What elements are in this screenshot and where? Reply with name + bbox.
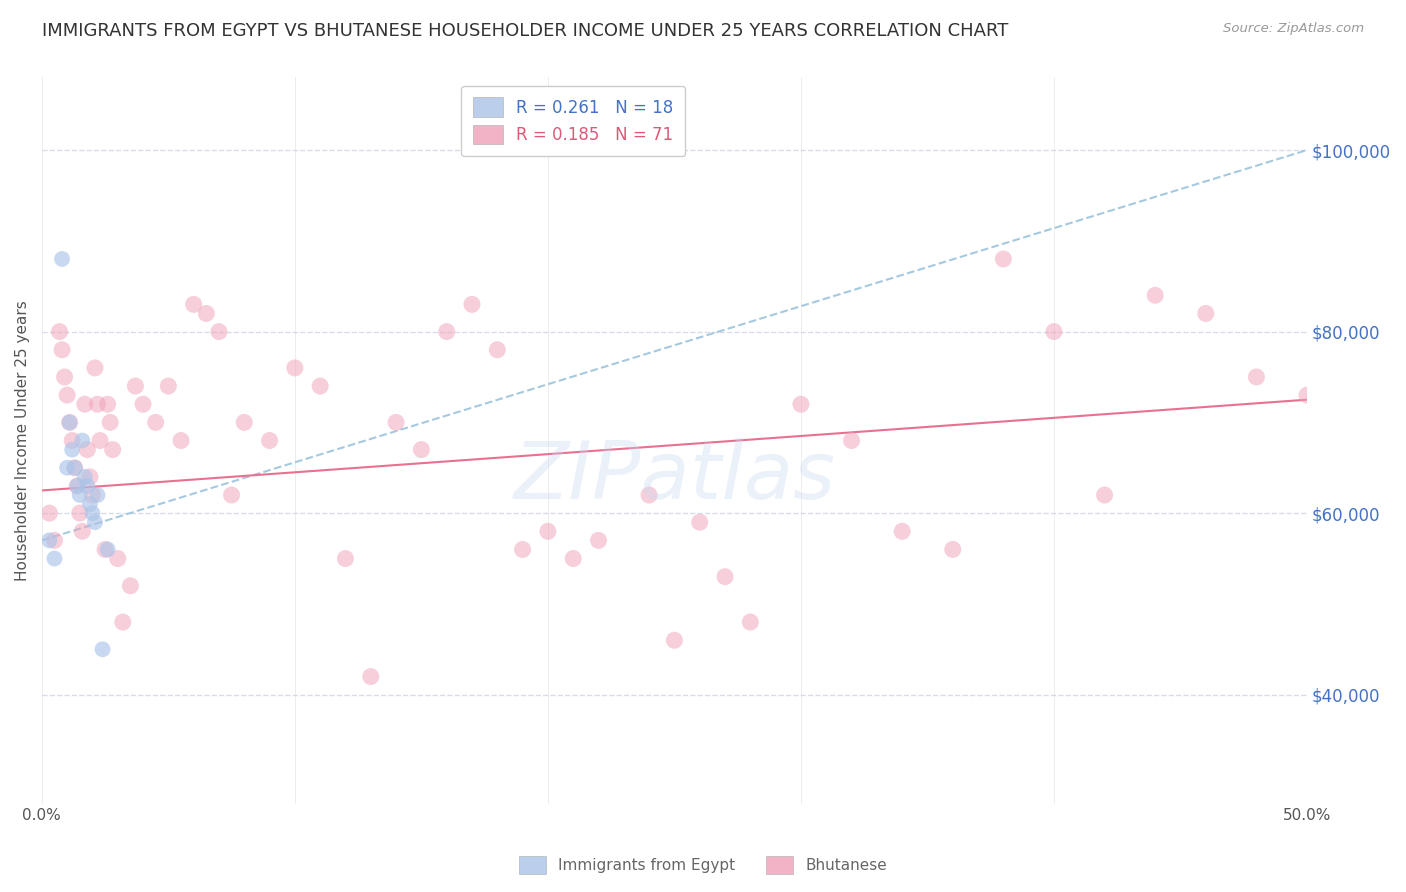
Text: ZIPatlas: ZIPatlas bbox=[513, 438, 835, 516]
Point bbox=[486, 343, 509, 357]
Point bbox=[1144, 288, 1167, 302]
Point bbox=[360, 669, 382, 683]
Point bbox=[59, 416, 82, 430]
Y-axis label: Householder Income Under 25 years: Householder Income Under 25 years bbox=[15, 300, 30, 581]
Point bbox=[1296, 388, 1319, 402]
Point bbox=[309, 379, 332, 393]
Point bbox=[145, 416, 167, 430]
Point bbox=[942, 542, 965, 557]
Point bbox=[82, 488, 104, 502]
Point bbox=[461, 297, 484, 311]
Point bbox=[841, 434, 863, 448]
Point bbox=[195, 306, 218, 320]
Point bbox=[66, 479, 89, 493]
Point bbox=[86, 397, 108, 411]
Point bbox=[1246, 370, 1268, 384]
Point bbox=[790, 397, 813, 411]
Point bbox=[73, 397, 96, 411]
Point bbox=[284, 360, 307, 375]
Point bbox=[993, 252, 1015, 266]
Point bbox=[714, 570, 737, 584]
Point bbox=[98, 416, 121, 430]
Point bbox=[111, 615, 134, 629]
Point bbox=[72, 524, 94, 539]
Point bbox=[76, 442, 98, 457]
Point bbox=[512, 542, 534, 557]
Point bbox=[76, 479, 98, 493]
Point bbox=[170, 434, 193, 448]
Point bbox=[132, 397, 155, 411]
Point bbox=[562, 551, 585, 566]
Point bbox=[689, 515, 711, 529]
Point bbox=[537, 524, 560, 539]
Point bbox=[66, 479, 89, 493]
Point bbox=[891, 524, 914, 539]
Point bbox=[84, 360, 107, 375]
Point bbox=[1398, 460, 1406, 475]
Point bbox=[51, 343, 73, 357]
Point bbox=[1043, 325, 1066, 339]
Point bbox=[94, 542, 117, 557]
Point bbox=[69, 506, 91, 520]
Point bbox=[59, 416, 82, 430]
Point bbox=[97, 542, 120, 557]
Point bbox=[183, 297, 205, 311]
Point bbox=[638, 488, 661, 502]
Point bbox=[157, 379, 180, 393]
Point bbox=[124, 379, 146, 393]
Point bbox=[48, 325, 70, 339]
Point bbox=[385, 416, 408, 430]
Point bbox=[63, 460, 86, 475]
Point bbox=[56, 388, 79, 402]
Text: Source: ZipAtlas.com: Source: ZipAtlas.com bbox=[1223, 22, 1364, 36]
Point bbox=[38, 533, 60, 548]
Point bbox=[107, 551, 129, 566]
Point bbox=[101, 442, 124, 457]
Point bbox=[73, 470, 96, 484]
Point bbox=[44, 551, 66, 566]
Point bbox=[335, 551, 357, 566]
Point bbox=[1195, 306, 1218, 320]
Point bbox=[79, 497, 101, 511]
Point bbox=[259, 434, 281, 448]
Legend: Immigrants from Egypt, Bhutanese: Immigrants from Egypt, Bhutanese bbox=[512, 850, 894, 880]
Point bbox=[86, 488, 108, 502]
Point bbox=[56, 460, 79, 475]
Point bbox=[588, 533, 610, 548]
Point bbox=[72, 434, 94, 448]
Point bbox=[53, 370, 76, 384]
Point bbox=[79, 470, 101, 484]
Point bbox=[97, 397, 120, 411]
Point bbox=[221, 488, 243, 502]
Point bbox=[740, 615, 762, 629]
Point bbox=[63, 460, 86, 475]
Point bbox=[60, 442, 83, 457]
Point bbox=[82, 506, 104, 520]
Point bbox=[51, 252, 73, 266]
Point bbox=[664, 633, 686, 648]
Point bbox=[411, 442, 433, 457]
Point bbox=[1347, 434, 1369, 448]
Point bbox=[38, 506, 60, 520]
Point bbox=[84, 515, 107, 529]
Text: IMMIGRANTS FROM EGYPT VS BHUTANESE HOUSEHOLDER INCOME UNDER 25 YEARS CORRELATION: IMMIGRANTS FROM EGYPT VS BHUTANESE HOUSE… bbox=[42, 22, 1008, 40]
Point bbox=[69, 488, 91, 502]
Point bbox=[60, 434, 83, 448]
Point bbox=[89, 434, 111, 448]
Legend: R = 0.261   N = 18, R = 0.185   N = 71: R = 0.261 N = 18, R = 0.185 N = 71 bbox=[461, 86, 685, 156]
Point bbox=[436, 325, 458, 339]
Point bbox=[208, 325, 231, 339]
Point bbox=[91, 642, 114, 657]
Point bbox=[233, 416, 256, 430]
Point bbox=[120, 579, 142, 593]
Point bbox=[1094, 488, 1116, 502]
Point bbox=[44, 533, 66, 548]
